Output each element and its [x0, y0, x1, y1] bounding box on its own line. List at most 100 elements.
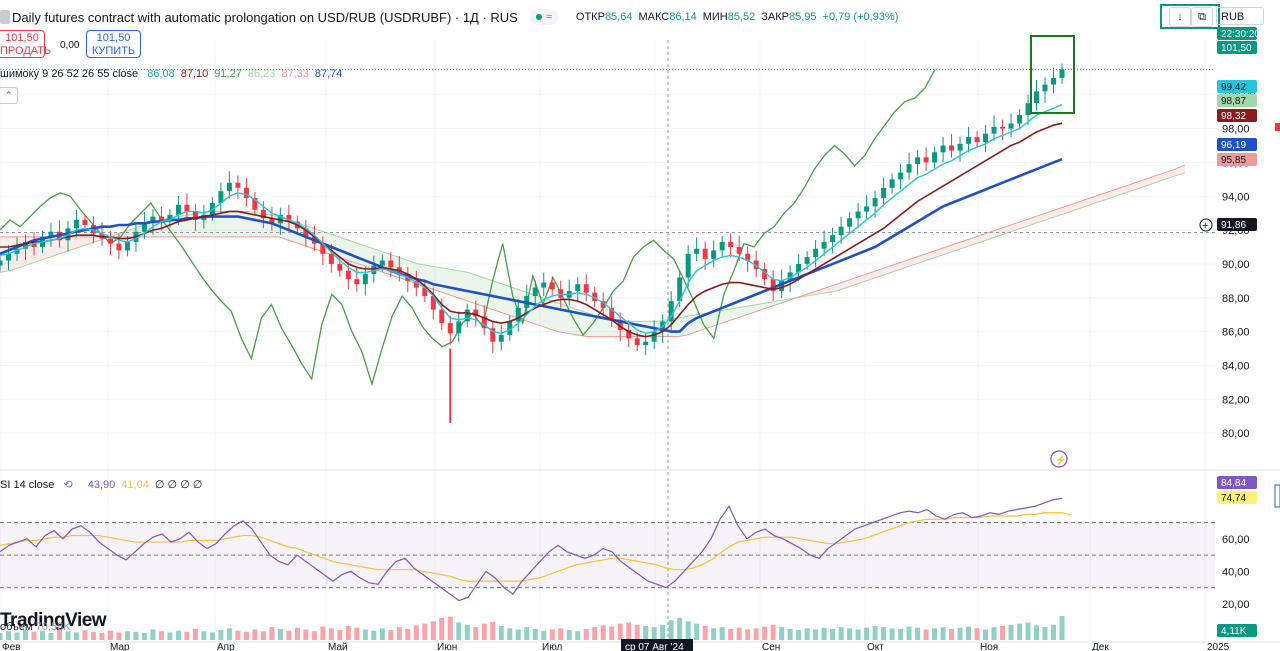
candle-body	[592, 292, 598, 302]
volume-bar	[702, 625, 708, 640]
ohlc-key: ЗАКР	[761, 11, 790, 23]
volume-bar	[524, 627, 530, 640]
price-badge	[1217, 153, 1257, 166]
candle-body	[626, 329, 632, 339]
volume-bar	[405, 628, 411, 640]
volume-bar	[770, 624, 776, 640]
candle-body	[779, 280, 785, 291]
ichimoku-cloud-segment	[1035, 213, 1046, 224]
candle-body	[796, 263, 802, 273]
time-tick-label: Ноя	[980, 642, 998, 651]
candle-body	[269, 218, 275, 224]
candle-body	[830, 235, 836, 242]
ichimoku-cloud-segment	[69, 236, 80, 251]
crosshair-plus-icon	[1199, 218, 1213, 232]
volume-bar	[600, 625, 606, 640]
candle-body	[634, 338, 640, 346]
volume-bar	[796, 630, 802, 640]
collapse-legend-button[interactable]: ⌃	[0, 87, 18, 104]
rsi-tick-label: 20,00	[1222, 599, 1250, 611]
volume-bar	[294, 627, 300, 640]
volume-bar	[286, 630, 292, 640]
rsi-ma-line	[0, 512, 1072, 582]
rsi-legend[interactable]: SI 14 close ⟲ 43,90 41,04 ∅ ∅ ∅ ∅	[0, 478, 202, 491]
candle-body	[354, 279, 360, 285]
price-tick-label: 98,00	[1222, 124, 1250, 136]
rsi-settings-icon[interactable]: ⟲	[63, 479, 73, 491]
candle-body	[745, 253, 751, 261]
candle-body	[498, 334, 504, 342]
volume-bar	[694, 623, 700, 640]
volume-bar	[371, 630, 377, 640]
candle-body	[1059, 69, 1065, 78]
currency-select[interactable]: RUB	[1216, 7, 1264, 25]
market-status-pill[interactable]: ≈	[529, 9, 558, 25]
ichimoku-cloud-segment	[428, 265, 439, 291]
price-badge-label: 98,87	[1221, 96, 1246, 107]
candle-body	[915, 157, 921, 165]
candle-body	[549, 282, 555, 290]
candle-body	[303, 228, 309, 237]
volume-bar	[345, 625, 351, 640]
ichimoku-cloud-segment	[756, 302, 767, 312]
volume-bar	[311, 631, 317, 640]
volume-bar	[65, 631, 71, 640]
candle-body	[362, 274, 368, 285]
volume-bar	[82, 630, 88, 640]
price-badge	[1217, 109, 1257, 122]
candle-body	[328, 253, 334, 264]
window-icon[interactable]: ⧉	[1191, 7, 1213, 27]
ichimoku-cloud-segment	[258, 213, 269, 237]
volume-bar	[643, 625, 649, 640]
candle-body	[940, 145, 946, 153]
ichimoku-legend[interactable]: шимоку 9 26 52 26 55 close 86,08 87,10 91,…	[0, 68, 342, 80]
buy-label: КУПИТЬ	[91, 45, 136, 57]
volume-bar	[787, 628, 793, 640]
candle-body	[320, 243, 326, 254]
candle-body	[813, 248, 819, 258]
candle-body	[1034, 91, 1040, 104]
crosshair-date-badge	[621, 639, 693, 651]
volume-bar	[575, 631, 581, 640]
volume-bar	[430, 621, 436, 640]
highlight-box	[1030, 35, 1075, 114]
edge-marker	[1275, 123, 1280, 131]
symbol-title[interactable]: Daily futures contract with automatic pr…	[12, 9, 518, 25]
volume-bar	[974, 628, 980, 640]
volume-bar	[753, 628, 759, 640]
price-badge	[1217, 27, 1257, 40]
volume-bar	[872, 625, 878, 640]
volume-bar	[940, 627, 946, 640]
volume-bar	[141, 632, 147, 640]
volume-bar	[320, 626, 326, 640]
sell-button[interactable]: 101,50 ПРОДАТЬ	[0, 30, 51, 58]
volume-bar	[957, 627, 963, 640]
volume-bar	[464, 624, 470, 640]
volume-bar	[1017, 623, 1023, 640]
ohlc-value: 85,52	[727, 11, 756, 23]
price-tick-label: 84,00	[1222, 360, 1250, 372]
candle-body	[991, 126, 997, 134]
candle-body	[5, 253, 11, 261]
candle-body	[864, 206, 870, 212]
candle-body	[694, 248, 700, 254]
candle-body	[260, 209, 266, 219]
candle-body	[558, 289, 564, 298]
candle-body	[184, 204, 190, 212]
download-icon[interactable]: ↓	[1169, 7, 1191, 27]
volume-bar	[906, 626, 912, 640]
buy-button[interactable]: 101,50 КУПИТЬ	[86, 30, 141, 58]
candle-body	[235, 182, 241, 188]
ichimoku-cloud-segment	[238, 211, 249, 237]
volume-bar	[192, 628, 198, 640]
candle-body	[141, 223, 147, 232]
price-badge	[1217, 138, 1257, 151]
volume-bar	[481, 623, 487, 640]
price-badge	[1217, 41, 1257, 54]
candle-body	[226, 182, 232, 192]
candle-body	[617, 319, 623, 330]
chart-header: Daily futures contract with automatic pr…	[0, 8, 904, 26]
ohlc-key: МАКС	[638, 11, 670, 23]
ichimoku-value: 87,33	[281, 68, 309, 80]
